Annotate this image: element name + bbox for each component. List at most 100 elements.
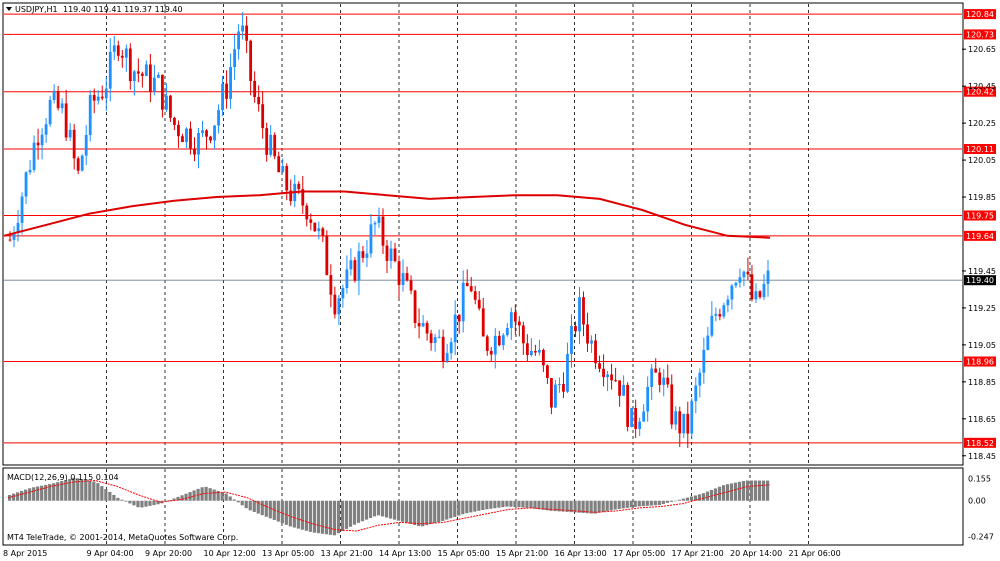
time-label: 17 Apr 05:00 [613, 549, 665, 558]
candle-body [253, 80, 257, 97]
macd-bar [96, 483, 100, 501]
chevron-down-icon[interactable] [6, 7, 12, 11]
time-label: 8 Apr 2015 [3, 549, 47, 558]
moving-average [3, 190, 771, 239]
candle-body [658, 372, 662, 385]
price-level-tag[interactable] [964, 230, 996, 241]
price-level-tag[interactable] [964, 29, 996, 40]
candle-body [742, 271, 746, 278]
time-label: 20 Apr 14:00 [730, 549, 782, 558]
macd-bar [216, 490, 220, 501]
candle-body [718, 314, 722, 317]
price-level-tag[interactable] [964, 9, 996, 20]
macd-bar [84, 479, 88, 501]
candle-body [425, 322, 429, 334]
candle-body [341, 287, 345, 299]
candle-body [401, 273, 405, 285]
macd-bar [653, 500, 657, 506]
macd-bar [557, 500, 561, 512]
macd-bar [44, 484, 48, 501]
candle-body [329, 275, 333, 295]
candle-body [321, 228, 325, 237]
macd-bar [497, 500, 501, 508]
macd-bar [360, 500, 365, 522]
price-level-tag[interactable] [964, 437, 996, 448]
macd-bar [753, 480, 758, 501]
candle-body [229, 67, 232, 99]
macd-bar [104, 489, 108, 501]
current-price-tag [964, 275, 996, 286]
price-tick-label: 118.45 [968, 452, 996, 461]
candle-body [413, 290, 417, 323]
macd-bar [228, 496, 232, 501]
macd-bar [344, 500, 349, 529]
candle-body [730, 285, 734, 300]
candle-body [433, 337, 437, 344]
candle-body [365, 253, 369, 258]
price-level-tag[interactable] [964, 210, 996, 221]
time-label: 15 Apr 21:00 [496, 549, 548, 558]
macd-bar [316, 500, 321, 534]
macd-bar [601, 500, 605, 512]
macd-bar [513, 500, 517, 507]
time-label: 17 Apr 21:00 [672, 549, 724, 558]
macd-bar [581, 500, 585, 513]
price-level-tag[interactable] [964, 143, 996, 154]
candle-body [582, 297, 585, 325]
candle-body [181, 136, 184, 143]
candle-body [189, 128, 192, 149]
candle-body [132, 71, 136, 81]
candle-body [177, 124, 180, 137]
candle-body [136, 71, 140, 74]
macd-bar [288, 500, 292, 527]
candle-body [690, 401, 694, 434]
candle-body [578, 297, 581, 332]
macd-bar [324, 500, 329, 535]
macd-bar [328, 500, 333, 535]
candle-body [269, 134, 273, 155]
candle-body [537, 349, 541, 353]
candle-body [289, 190, 293, 202]
candle-body [385, 245, 389, 261]
macd-bar [649, 500, 653, 506]
macd-bar [80, 479, 84, 501]
candle-body [686, 413, 690, 434]
macd-bar [533, 500, 537, 509]
macd-bar [417, 500, 421, 527]
macd-bar [172, 498, 176, 501]
price-tick-label: 119.85 [968, 193, 996, 202]
macd-bar [397, 500, 401, 521]
candle-body [646, 386, 650, 412]
candle-body [702, 349, 706, 373]
macd-bar [100, 486, 104, 501]
candle-body [201, 130, 204, 133]
macd-bar [108, 491, 112, 501]
candle-body [505, 327, 509, 336]
candle-body [654, 368, 658, 373]
candle-body [144, 64, 148, 76]
candle-body [205, 130, 208, 137]
candle-body [112, 45, 116, 52]
candle-body [88, 94, 92, 135]
price-level-tag[interactable] [964, 86, 996, 97]
candle-body [12, 232, 16, 240]
candle-body [497, 335, 501, 346]
candle-body [48, 99, 52, 125]
macd-bar [465, 500, 469, 514]
candle-body [726, 299, 730, 306]
price-tick-label: 120.65 [968, 45, 996, 54]
candle-body [28, 169, 32, 173]
macd-bar [449, 500, 453, 519]
time-label: 13 Apr 05:00 [262, 549, 314, 558]
macd-title: MACD(12,26,9) 0.115 0.104 [7, 473, 119, 482]
time-label: 14 Apr 13:00 [379, 549, 431, 558]
candle-body [373, 222, 377, 225]
macd-bar [40, 485, 44, 501]
price-level-tag[interactable] [964, 356, 996, 367]
macd-bar [88, 480, 92, 501]
macd-bar [501, 500, 505, 508]
candle-body [626, 384, 630, 427]
candle-body [662, 377, 666, 385]
candle-body [20, 196, 24, 223]
